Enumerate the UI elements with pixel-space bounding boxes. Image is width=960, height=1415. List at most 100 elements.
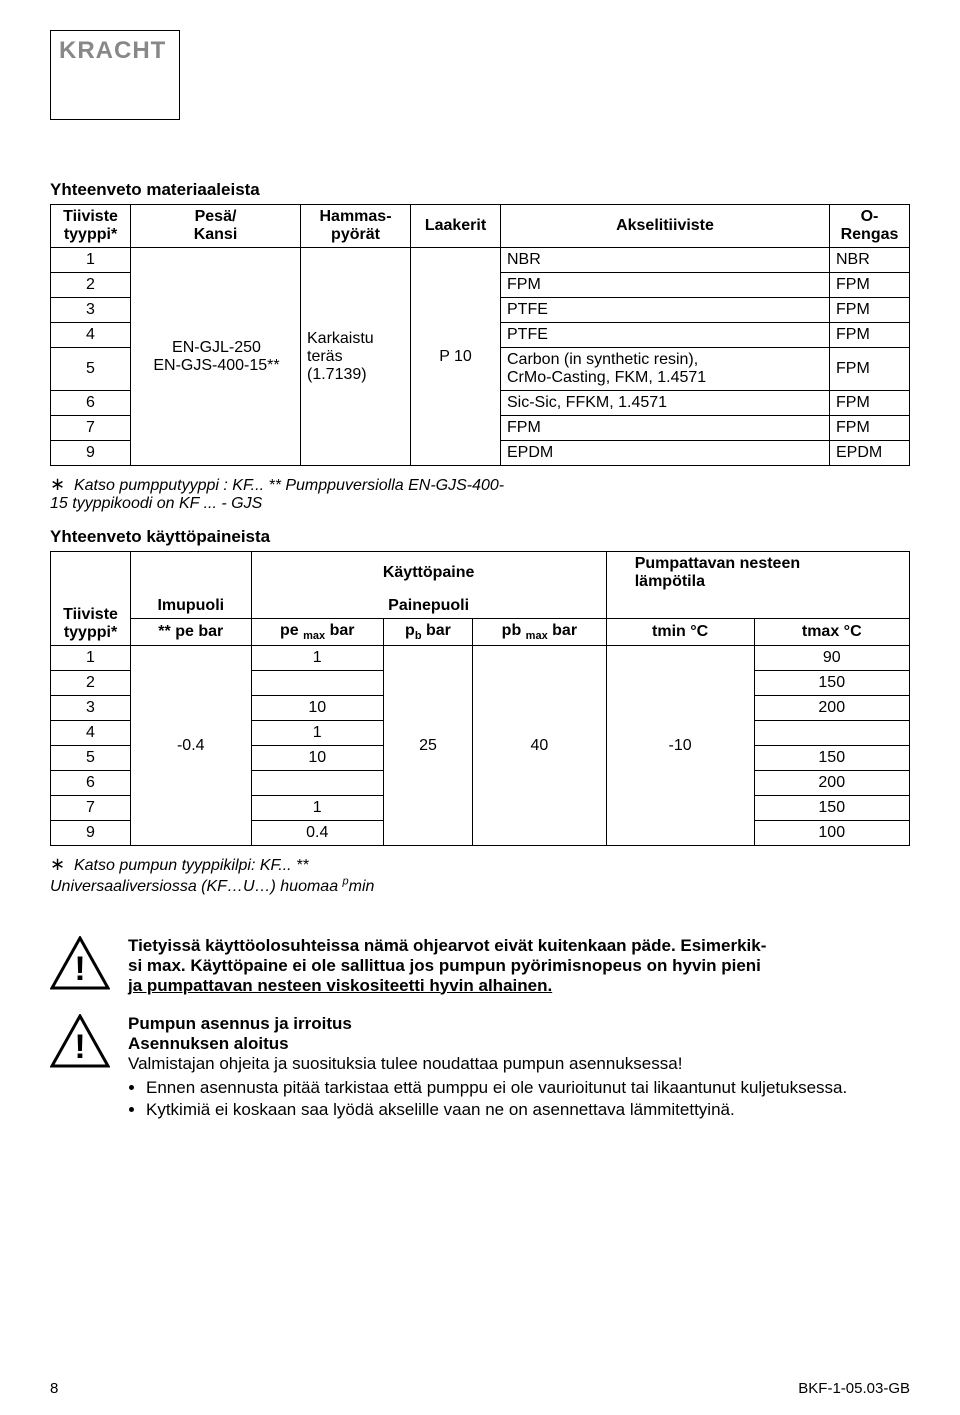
- cell: 6: [51, 771, 131, 796]
- warning-block-2: ! Pumpun asennus ja irroitus Asennuksen …: [50, 1014, 910, 1122]
- section2-heading: Yhteenveto käyttöpaineista: [50, 527, 910, 547]
- cell: EPDM: [830, 441, 910, 466]
- cell-housing: EN-GJL-250EN-GJS-400-15**: [131, 248, 301, 466]
- cell: FPM: [830, 391, 910, 416]
- cell: PTFE: [501, 323, 830, 348]
- list-item: Ennen asennusta pitää tarkistaa että pum…: [146, 1078, 910, 1098]
- cell: [251, 771, 383, 796]
- col-tiiviste: Tiivistetyyppi*: [51, 205, 131, 248]
- cell: [251, 671, 383, 696]
- cell: 150: [754, 796, 910, 821]
- col-painepuoli: Painepuoli: [251, 594, 606, 619]
- sub-tmax: tmax °C: [754, 619, 910, 646]
- cell-pb: 25: [383, 646, 472, 846]
- cell: 7: [51, 416, 131, 441]
- cell: 10: [251, 746, 383, 771]
- cell: FPM: [830, 298, 910, 323]
- sub-pemax: pe max bar: [251, 619, 383, 646]
- col-orengas: O-Rengas: [830, 205, 910, 248]
- sub-pbmax: pb max bar: [473, 619, 607, 646]
- warn2-list: Ennen asennusta pitää tarkistaa että pum…: [146, 1078, 910, 1120]
- pressure-table: Tiivistetyyppi* Imupuoli Käyttöpaine Pum…: [50, 551, 910, 846]
- cell: 1: [51, 646, 131, 671]
- cell: 5: [51, 746, 131, 771]
- warning-block-1: ! Tietyissä käyttöolosuhteissa nämä ohje…: [50, 936, 910, 996]
- col-akselitiiviste: Akselitiiviste: [501, 205, 830, 248]
- cell: 0.4: [251, 821, 383, 846]
- cell: NBR: [830, 248, 910, 273]
- cell: 90: [754, 646, 910, 671]
- col-imupuoli: Imupuoli: [131, 552, 252, 619]
- cell: 9: [51, 821, 131, 846]
- cell: 5: [51, 348, 131, 391]
- cell: Sic-Sic, FFKM, 1.4571: [501, 391, 830, 416]
- sub-tmin: tmin °C: [606, 619, 754, 646]
- table-row: 1 -0.4 1 25 40 -10 90: [51, 646, 910, 671]
- cell: 100: [754, 821, 910, 846]
- cell-gears: Karkaistuteräs(1.7139): [301, 248, 411, 466]
- col-pumpattavan: Pumpattavan nesteenlämpötila: [606, 552, 909, 595]
- cell: 1: [251, 646, 383, 671]
- col-laakerit: Laakerit: [411, 205, 501, 248]
- cell: 4: [51, 323, 131, 348]
- cell: FPM: [830, 323, 910, 348]
- cell: 1: [251, 721, 383, 746]
- section1-heading: Yhteenveto materiaaleista: [50, 180, 910, 200]
- cell: 150: [754, 671, 910, 696]
- cell: 9: [51, 441, 131, 466]
- col-pesa: Pesä/Kansi: [131, 205, 301, 248]
- table-row: 1 EN-GJL-250EN-GJS-400-15** Karkaistuter…: [51, 248, 910, 273]
- section2-note: ∗ Katso pumpun tyyppikilpi: KF... **Univ…: [50, 854, 910, 895]
- warning-text-1: Tietyissä käyttöolosuhteissa nämä ohjear…: [128, 936, 910, 996]
- cell: 150: [754, 746, 910, 771]
- page: KRACHT Yhteenveto materiaaleista Tiivist…: [0, 0, 960, 1415]
- footer-right: BKF-1-05.03-GB: [798, 1380, 910, 1397]
- cell: 1: [51, 248, 131, 273]
- cell: 10: [251, 696, 383, 721]
- cell: 200: [754, 696, 910, 721]
- svg-text:!: !: [74, 950, 85, 988]
- cell: FPM: [501, 416, 830, 441]
- logo-box: KRACHT: [50, 30, 180, 120]
- cell: FPM: [501, 273, 830, 298]
- sub-pb: pb bar: [383, 619, 472, 646]
- cell-pebar: -0.4: [131, 646, 252, 846]
- footer: 8 BKF-1-05.03-GB: [50, 1380, 910, 1397]
- cell: 2: [51, 671, 131, 696]
- warn2-h1: Pumpun asennus ja irroitus: [128, 1014, 352, 1033]
- cell: 4: [51, 721, 131, 746]
- list-item: Kytkimiä ei koskaan saa lyödä akselille …: [146, 1100, 910, 1120]
- col-kayttopaine: Käyttöpaine: [251, 552, 606, 595]
- cell: NBR: [501, 248, 830, 273]
- warning-icon: !: [50, 936, 110, 990]
- warn1-l2: si max. Käyttöpaine ei ole sallittua jos…: [128, 956, 761, 975]
- cell: FPM: [830, 273, 910, 298]
- cell: 1: [251, 796, 383, 821]
- warning-text-2: Pumpun asennus ja irroitus Asennuksen al…: [128, 1014, 910, 1122]
- cell-bearings: P 10: [411, 248, 501, 466]
- cell: EPDM: [501, 441, 830, 466]
- cell: 7: [51, 796, 131, 821]
- warn2-h2: Asennuksen aloitus: [128, 1034, 289, 1053]
- logo-text: KRACHT: [59, 37, 166, 64]
- cell: 2: [51, 273, 131, 298]
- warn1-l1: Tietyissä käyttöolosuhteissa nämä ohjear…: [128, 936, 766, 955]
- warning-icon: !: [50, 1014, 110, 1068]
- cell: 3: [51, 696, 131, 721]
- cell: 200: [754, 771, 910, 796]
- col-tiiviste2: Tiivistetyyppi*: [51, 552, 131, 646]
- warn2-l1: Valmistajan ohjeita ja suosituksia tulee…: [128, 1054, 682, 1073]
- cell: 3: [51, 298, 131, 323]
- section1-note: ∗ Katso pumpputyyppi : KF... ** Pumppuve…: [50, 474, 910, 513]
- cell: [754, 721, 910, 746]
- cell: Carbon (in synthetic resin),CrMo-Casting…: [501, 348, 830, 391]
- svg-text:!: !: [74, 1028, 85, 1066]
- cell: PTFE: [501, 298, 830, 323]
- cell-pbmax: 40: [473, 646, 607, 846]
- cell: FPM: [830, 348, 910, 391]
- cell: 6: [51, 391, 131, 416]
- cell-tmin: -10: [606, 646, 754, 846]
- warn1-l3: ja pumpattavan nesteen viskositeetti hyv…: [128, 976, 552, 995]
- col-hammas: Hammas-pyörät: [301, 205, 411, 248]
- sub-pebar: ** pe bar: [131, 619, 252, 646]
